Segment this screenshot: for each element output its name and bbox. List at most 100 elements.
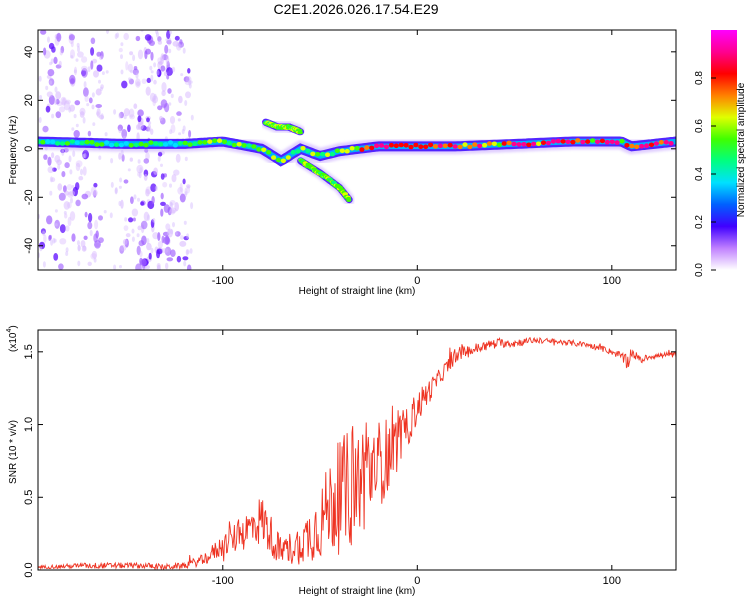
noise-blob: [86, 103, 90, 107]
noise-blob: [162, 181, 168, 188]
noise-blob: [83, 153, 87, 159]
noise-blob: [164, 246, 172, 256]
spectrogram-ticks: -100 0 100 -40 -20 0 20 40: [23, 30, 676, 287]
spectrogram-ytick-label: 20: [23, 94, 35, 106]
spectrogram-xtick-label: -100: [212, 275, 234, 287]
noise-blob: [118, 128, 122, 134]
band-core: [555, 138, 561, 144]
noise-blob: [70, 197, 73, 204]
colorbar-tick-label: 0.2: [694, 215, 705, 229]
band-core: [545, 140, 552, 146]
band-core: [378, 143, 385, 148]
noise-blob: [81, 193, 89, 200]
noise-blob: [55, 111, 62, 119]
band-core: [648, 142, 655, 148]
noise-blob: [61, 149, 65, 156]
band-core: [423, 144, 429, 150]
noise-blob: [137, 115, 142, 123]
band-core: [486, 141, 493, 146]
noise-blob: [174, 202, 179, 212]
noise-blob: [57, 164, 61, 170]
noise-blob: [131, 208, 139, 217]
band-core: [388, 142, 394, 148]
band-core: [207, 139, 213, 144]
noise-blob: [74, 100, 81, 106]
snr-xtick-label: 100: [603, 575, 621, 587]
spectral-band-main-band: [38, 133, 676, 171]
band-core: [491, 141, 497, 147]
noise-blob: [81, 56, 88, 63]
band-core: [329, 151, 336, 157]
noise-blob: [65, 99, 71, 105]
noise-blob: [163, 204, 170, 213]
band-core: [226, 140, 232, 146]
spectrogram-frame: [37, 29, 677, 271]
snr-ytick-label: 1.0: [23, 417, 35, 432]
noise-blob: [60, 96, 67, 106]
colorbar-tick-label: 0.4: [694, 167, 705, 181]
band-core: [501, 141, 507, 146]
noise-blob: [169, 30, 172, 35]
noise-blob: [165, 262, 169, 270]
noise-blob: [143, 158, 150, 164]
noise-blob: [149, 65, 153, 71]
band-core: [432, 144, 439, 149]
noise-blob: [157, 155, 161, 162]
noise-blob: [118, 185, 122, 189]
band-core: [575, 138, 581, 143]
noise-blob: [170, 249, 176, 257]
band-core: [325, 152, 331, 157]
noise-blob: [175, 153, 181, 163]
noise-blob: [133, 103, 138, 109]
noise-blob: [47, 69, 55, 77]
noise-blob: [145, 186, 152, 195]
noise-blob: [165, 235, 170, 246]
noise-blob: [157, 57, 163, 64]
noise-blob: [54, 86, 58, 93]
snr-multiplier-exponent: 4: [6, 329, 13, 333]
noise-blob: [130, 69, 133, 74]
band-core: [187, 142, 193, 147]
noise-blob: [153, 79, 157, 85]
band-core: [437, 143, 443, 149]
band-core: [482, 142, 488, 148]
band-core: [128, 143, 134, 148]
noise-blob: [55, 64, 62, 69]
colorbar-gradient: [711, 30, 737, 270]
band-core: [496, 142, 502, 148]
band-core: [609, 139, 615, 145]
band-core: [118, 142, 124, 148]
colorbar-ticks: 0.0 0.2 0.4 0.6 0.8: [694, 71, 716, 277]
noise-blob: [39, 246, 43, 252]
noise-blob: [161, 82, 167, 92]
noise-blob: [160, 208, 164, 217]
noise-blob: [75, 58, 79, 62]
band-core: [280, 158, 286, 164]
noise-blob: [185, 249, 189, 256]
noise-blob: [89, 229, 93, 237]
noise-blob: [119, 265, 122, 269]
band-core: [565, 139, 571, 144]
noise-blob: [132, 54, 136, 62]
noise-blob: [187, 264, 192, 270]
noise-blob: [186, 233, 190, 239]
band-core: [639, 143, 645, 149]
noise-blob: [64, 162, 70, 169]
noise-blob: [91, 104, 95, 110]
band-core: [521, 142, 527, 147]
colorbar: 0.0 0.2 0.4 0.6 0.8 Normalized spectral ampl…: [694, 30, 747, 277]
snr-series-line: [38, 336, 676, 570]
noise-blob: [73, 114, 77, 119]
noise-blob: [185, 91, 191, 99]
noise-blob: [160, 53, 165, 62]
noise-blob: [179, 193, 186, 203]
noise-blob: [119, 244, 127, 252]
band-core: [403, 143, 409, 148]
noise-blob: [96, 64, 103, 72]
noise-blob: [47, 166, 54, 174]
band-core: [246, 143, 252, 148]
noise-blob: [190, 202, 194, 210]
noise-blob: [77, 45, 80, 53]
noise-blob: [53, 253, 59, 261]
